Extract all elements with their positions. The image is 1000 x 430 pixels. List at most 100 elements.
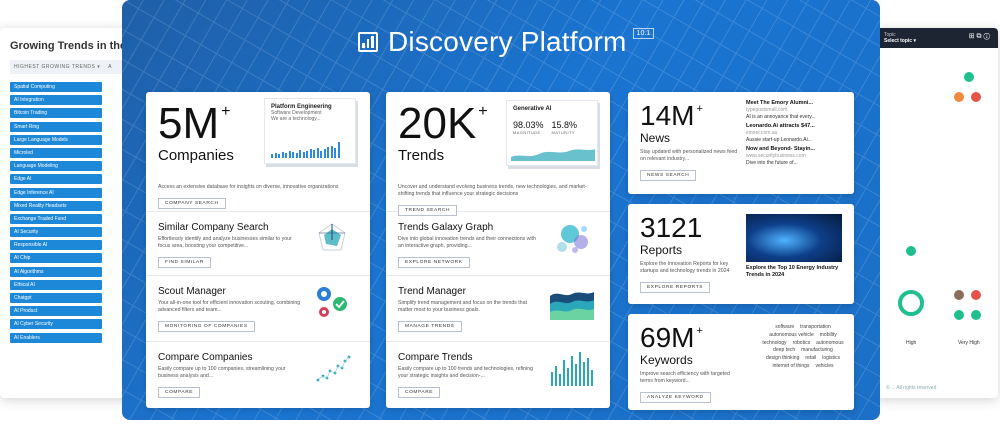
company-search-button[interactable]: COMPANY SEARCH [158, 198, 226, 210]
header-tool-icons[interactable]: ⊞ ⧉ ⓘ [968, 33, 990, 40]
keyword-chip[interactable]: transportation [800, 324, 831, 330]
topic-select[interactable]: Select topic ▾ [884, 38, 916, 44]
filter-label: HIGHEST GROWING TRENDS ▾ [14, 64, 101, 70]
news-item[interactable]: Meet The Emory Alumni... typepostsmall.co… [746, 100, 846, 120]
trend-tag[interactable]: Edge AI [10, 174, 102, 185]
explore-network-button[interactable]: EXPLORE NETWORK [398, 257, 470, 269]
companies-card: 5M + Companies Platform Engineering Softw… [146, 92, 370, 408]
trend-tag[interactable]: AI Security [10, 227, 102, 238]
magnitude-label: MAGNITUDE [513, 130, 541, 135]
matrix-header: Topic Select topic ▾ ⊞ ⧉ ⓘ [876, 28, 998, 48]
trend-tag[interactable]: Exchange Traded Fund [10, 213, 102, 224]
matrix-dot[interactable] [964, 72, 974, 82]
reports-hero: 3121 Reports Explore the Innovation Repo… [628, 204, 854, 304]
keyword-chip[interactable]: technology [762, 339, 787, 346]
panel-footer: © ... All rights reserved [886, 385, 937, 391]
keywords-card: 69M + Keywords Improve search efficiency … [628, 314, 854, 410]
trend-filter-dropdown[interactable]: HIGHEST GROWING TRENDS ▾ A [10, 60, 130, 74]
explore-reports-button[interactable]: EXPLORE REPORTS [640, 282, 711, 294]
trend-tag[interactable]: AI Cyber Security [10, 319, 102, 330]
section-description: Easily compare up to 100 trends and tech… [398, 366, 533, 380]
trend-tag-list: Spatial Computing AI Integration Bitcoin T… [10, 82, 130, 343]
news-search-button[interactable]: NEWS SEARCH [640, 170, 697, 182]
news-item[interactable]: Leonardo.Ai attracts $47... einnet.com.au… [746, 123, 846, 143]
matrix-dot[interactable] [971, 290, 981, 300]
news-description: Stay updated with personalized news feed… [640, 149, 738, 163]
keyword-cloud: software transportationautonomous vehicle… [758, 324, 848, 371]
find-similar-button[interactable]: FIND SIMILAR [158, 257, 211, 269]
similar-company-search-section[interactable]: Similar Company Search Effortlessly iden… [146, 212, 370, 276]
keyword-chip[interactable]: vehicles [815, 362, 834, 369]
news-feed-list: Meet The Emory Alumni... typepostsmall.co… [746, 100, 846, 166]
keyword-chip[interactable]: retail [805, 355, 817, 361]
trend-tag[interactable]: AI Integration [10, 95, 102, 106]
trend-tag[interactable]: AI Chip [10, 253, 102, 264]
section-title: Compare Companies [158, 352, 253, 363]
trend-tag[interactable]: Edge Inference AI [10, 187, 102, 198]
keyword-chip[interactable]: logistics [822, 355, 840, 361]
news-item-body: Aussie start-up Leonardo.Ai... [746, 136, 812, 143]
trend-tag[interactable]: AI Algorithms [10, 266, 102, 277]
keyword-chip[interactable]: design thinking [766, 355, 800, 361]
featured-report[interactable]: Explore the Top 10 Energy Industry Trend… [746, 214, 842, 279]
matrix-dot[interactable] [954, 92, 964, 102]
news-count: 14M + [640, 102, 842, 130]
compare-companies-section[interactable]: Compare Companies Easily compare up to 1… [146, 342, 370, 408]
trend-tag[interactable]: Responsible AI [10, 240, 102, 251]
trend-tag[interactable]: Language Modeling [10, 161, 102, 172]
preview-subtitle: Software Development [271, 110, 322, 116]
news-item-body: Dive into the future of... [746, 159, 798, 166]
matrix-dot[interactable] [954, 310, 964, 320]
monitoring-of-companies-button[interactable]: MONITORING OF COMPANIES [158, 321, 255, 333]
trend-tag[interactable]: Smart Ring [10, 121, 102, 132]
compare-trends-section[interactable]: Compare Trends Easily compare up to 100 … [386, 342, 610, 408]
matrix-dot[interactable] [906, 246, 916, 256]
news-item[interactable]: Now and Beyond- Stayin... www.securitybus… [746, 146, 846, 166]
keyword-chip[interactable]: manufacturing [801, 347, 833, 354]
trends-card: 20K + Trends Generative AI 98.03% MAGNITUD… [386, 92, 610, 408]
keyword-chip[interactable]: autonomous vehicle [769, 331, 814, 338]
report-cover-image [746, 214, 842, 262]
plus-sign: + [478, 103, 488, 120]
trend-search-button[interactable]: TREND SEARCH [398, 205, 458, 217]
keyword-chip[interactable]: robotics [792, 339, 811, 346]
trend-tag[interactable]: Microled [10, 147, 102, 158]
trend-tag[interactable]: Bitcoin Trading [10, 108, 102, 119]
trend-tag[interactable]: Chatgpt [10, 293, 102, 303]
matrix-dot[interactable] [971, 310, 981, 320]
matrix-dot[interactable] [954, 290, 964, 300]
trend-tag[interactable]: Large Language Models [10, 134, 102, 145]
trend-tag[interactable]: AI Product [10, 306, 102, 317]
news-item-source: www.securitybusiness.com [746, 153, 806, 160]
news-item-title: Now and Beyond- Stayin... [746, 146, 816, 153]
trends-count: 20K + [398, 102, 598, 146]
keyword-chip[interactable]: internet of things [772, 362, 810, 369]
analyze-keyword-button[interactable]: ANALYZE KEYWORD [640, 392, 711, 404]
reports-card: 3121 Reports Explore the Innovation Repo… [628, 204, 854, 304]
keywords-count: 69M + [640, 324, 842, 352]
trend-manager-section[interactable]: Trend Manager Simplify trend management … [386, 276, 610, 342]
section-description: Effortlessly identify and analyze busine… [158, 236, 292, 250]
preview-title: Generative AI [513, 106, 552, 112]
trend-tag[interactable]: AI Enablers [10, 332, 102, 343]
keyword-chip[interactable]: software [775, 324, 795, 330]
scatter-plot-icon [316, 355, 351, 382]
keyword-chip[interactable]: mobility [819, 331, 837, 338]
matrix-dot[interactable] [971, 92, 981, 102]
panel-title: Growing Trends in the [10, 40, 127, 52]
trend-tag[interactable]: Ethical AI [10, 279, 102, 290]
section-title: Scout Manager [158, 286, 226, 297]
compare-companies-button[interactable]: COMPARE [158, 387, 201, 399]
scout-manager-section[interactable]: Scout Manager Your all-in-one tool for e… [146, 276, 370, 342]
keyword-chip[interactable]: deep tech [773, 347, 796, 354]
trend-tag[interactable]: Mixed Reality Headsets [10, 200, 102, 211]
keyword-chip[interactable]: autonomous [816, 339, 844, 346]
compare-trends-button[interactable]: COMPARE [398, 387, 441, 399]
matrix-dot-ring[interactable] [898, 290, 924, 316]
manage-trends-button[interactable]: MANAGE TRENDS [398, 321, 462, 333]
trend-tag[interactable]: Spatial Computing [10, 82, 102, 92]
trends-galaxy-section[interactable]: Trends Galaxy Graph Dive into global inn… [386, 212, 610, 276]
preview-title: Platform Engineering [271, 104, 332, 110]
plus-sign: + [221, 103, 231, 120]
trends-description: Uncover and understand evolving business… [398, 184, 587, 198]
